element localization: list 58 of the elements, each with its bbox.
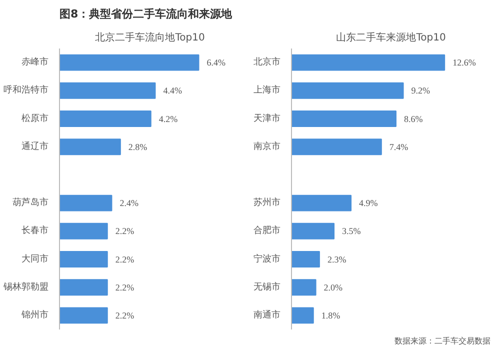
y-tick-label: 锦州市 [20,309,48,320]
y-tick-label: 苏州市 [254,197,280,208]
data-label: 4.4% [163,86,182,96]
y-tick-label: 南通市 [254,309,280,320]
data-label: 9.2% [411,86,431,96]
data-label: 2.0% [324,282,344,292]
data-label: 1.8% [321,310,341,320]
bar [60,251,108,268]
y-tick-label: 葫芦岛市 [12,197,48,208]
bar [292,307,314,324]
bar [292,194,352,212]
bar [292,222,335,240]
data-label: 7.4% [389,142,409,152]
data-label: 2.2% [115,226,135,236]
chart-title: 图8：典型省份二手车流向和来源地 [60,8,234,20]
bar [60,138,121,156]
bar [292,54,446,71]
y-tick-label: 无锡市 [254,281,280,292]
bar [60,110,152,127]
data-label: 4.9% [359,198,378,208]
y-tick-label: 合肥市 [254,225,280,236]
y-tick-label: 天津市 [254,112,280,124]
bar [60,82,156,99]
y-tick-label: 上海市 [254,84,280,96]
data-label: 4.2% [158,114,178,124]
y-tick-label: 宁波市 [254,253,280,264]
bar [292,82,404,99]
source-note: 数据来源：二手车交易数据 [394,336,490,346]
bar [60,54,200,71]
data-label: 8.6% [404,114,424,124]
data-label: 2.4% [120,198,139,208]
bar [60,222,108,240]
bar [60,194,112,212]
y-tick-label: 松原市 [22,112,48,124]
y-tick-label: 南京市 [254,140,280,152]
data-label: 2.2% [115,282,135,292]
bar [292,279,316,296]
bar [60,307,108,324]
bar [292,251,320,268]
data-label: 2.8% [128,142,148,152]
y-tick-label: 北京市 [254,56,280,68]
data-label: 2.2% [115,254,135,264]
bar [60,279,108,296]
bar [292,110,396,127]
y-tick-label: 通辽市 [22,140,48,152]
y-tick-label: 锡林郭勒盟 [2,281,48,292]
data-label: 12.6% [452,58,476,68]
data-label: 6.4% [206,58,226,68]
y-tick-label: 赤峰市 [22,56,48,68]
chart-subtitle: 北京二手车流向地Top10 [95,32,205,44]
data-label: 2.2% [115,310,135,320]
chart-title: 山东二手车来源地Top10 [336,32,446,44]
data-label: 3.5% [342,226,362,236]
y-tick-label: 长春市 [22,225,48,236]
y-tick-label: 大同市 [22,253,48,264]
bar [292,138,382,156]
y-tick-label: 呼和浩特市 [4,84,48,96]
data-label: 2.3% [327,254,347,264]
